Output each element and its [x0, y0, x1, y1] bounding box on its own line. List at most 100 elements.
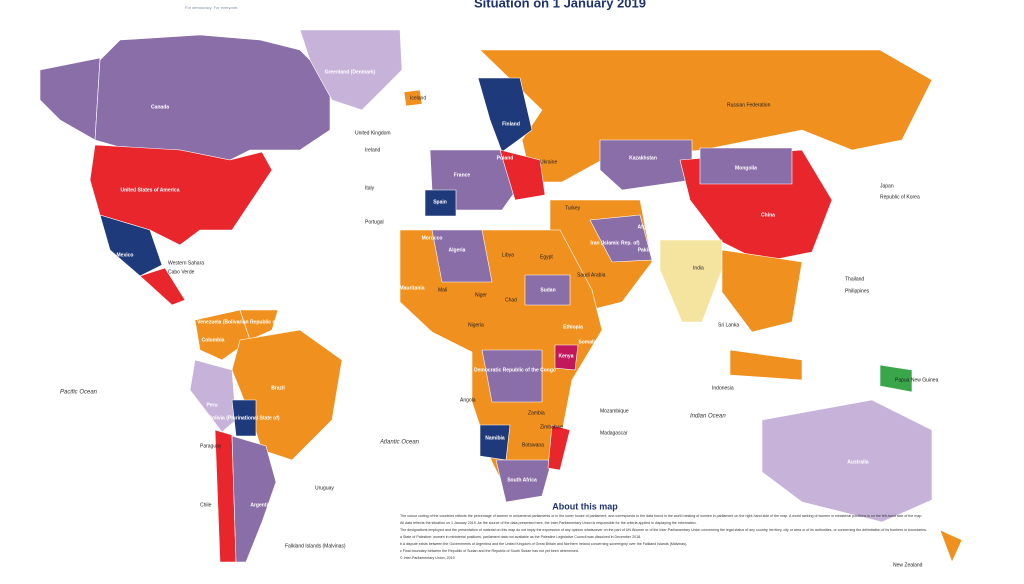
country-label: Nigeria [468, 322, 484, 328]
country-label: Mali [438, 287, 447, 293]
country-label: Algeria [449, 247, 466, 253]
country-label: Chad [505, 297, 517, 303]
about-title: About this map [552, 501, 618, 511]
territory [139, 267, 186, 306]
country-label: Philippines [845, 288, 870, 294]
country-label: Namibia [485, 435, 505, 441]
country-label: Western Sahara [168, 260, 204, 266]
territory [939, 529, 963, 563]
territory [547, 424, 571, 471]
country-label: Uruguay [315, 485, 334, 491]
ocean-label: Pacific Ocean [60, 390, 98, 396]
territory [589, 214, 653, 263]
about-paragraph: © Inter-Parliamentary Union, 2019 [400, 556, 455, 560]
country-label: Italy [365, 185, 375, 191]
country-label: Thailand [845, 276, 864, 282]
country-label: Libya [502, 252, 514, 258]
country-label: Ethiopia [563, 324, 583, 330]
ocean-label: Indian Ocean [690, 414, 726, 420]
about-paragraph: a State of Palestine: women in ministeri… [400, 535, 641, 539]
country-label: Ireland [365, 147, 381, 153]
country-label: Spain [433, 199, 447, 205]
territory [194, 309, 251, 361]
about-paragraph: The colour coding of the countries refle… [400, 514, 922, 518]
tagline: For democracy. For everyone. [185, 5, 238, 10]
territory [403, 89, 423, 107]
country-label: Saudi Arabia [577, 272, 606, 278]
territory [599, 139, 693, 191]
country-label: Sri Lanka [718, 322, 739, 328]
country-label: Cabo Verde [168, 269, 195, 275]
country-label: Angola [460, 397, 476, 403]
about-paragraph: The designations employed and the presen… [400, 528, 927, 532]
country-label: Egypt [540, 254, 553, 260]
territory [554, 344, 579, 371]
territory [879, 364, 913, 393]
country-label: Afghanistan [638, 224, 667, 230]
country-label: Botswana [522, 442, 544, 448]
country-label: United Kingdom [355, 130, 391, 136]
country-label: Kenya [558, 353, 573, 359]
country-label: Colombia [202, 337, 225, 343]
territory [721, 249, 803, 333]
country-label: Argentina [250, 502, 274, 508]
country-label: Iran (Islamic Rep. of) [590, 240, 640, 246]
territory [481, 349, 543, 403]
territory [239, 309, 279, 341]
country-label: Canada [151, 104, 169, 110]
country-label: Falkland Islands (Malvinas) [285, 543, 346, 549]
territory [479, 424, 511, 461]
territory [424, 189, 457, 217]
country-label: Ukraine [540, 159, 557, 165]
country-label: Zambia [528, 410, 545, 416]
territory [729, 349, 803, 381]
country-label: Chile [200, 502, 212, 508]
country-label: Peru [206, 402, 217, 408]
territory [99, 214, 163, 277]
country-label: Poland [497, 155, 514, 161]
territory [495, 459, 553, 503]
country-label: Venezuela (Bolivarian Republic of) [197, 319, 279, 325]
country-label: Sudan [540, 287, 555, 293]
country-label: Kazakhstan [629, 155, 657, 161]
territory [761, 399, 933, 523]
country-label: Paraguay [200, 443, 222, 449]
territory [477, 77, 533, 153]
country-label: Pakistan [638, 247, 659, 253]
country-label: Turkey [565, 205, 581, 211]
country-label: Zimbabwe [540, 424, 563, 430]
country-label: Australia [847, 459, 869, 465]
country-label: Republic of Korea [880, 194, 920, 200]
country-label: Greenland (Denmark) [325, 69, 376, 75]
country-label: Portugal [365, 219, 384, 225]
map-title: Situation on 1 January 2019 [474, 0, 646, 10]
country-label: Madagascar [600, 430, 628, 436]
country-label: Mauritania [399, 285, 424, 291]
territory [231, 329, 343, 461]
country-label: Japan [880, 183, 894, 189]
territory [189, 359, 237, 433]
country-label: Russian Federation [727, 102, 771, 108]
country-label: Mexico [117, 252, 134, 258]
country-label: India [693, 265, 704, 271]
country-label: Bolivia (Plurinational State of) [208, 415, 279, 421]
territory [524, 274, 571, 306]
territory [39, 57, 101, 141]
territory [699, 147, 793, 185]
country-label: Niger [475, 292, 487, 298]
ocean-label: Atlantic Ocean [379, 440, 420, 446]
country-label: Democratic Republic of the Congo [474, 367, 556, 373]
about-paragraph: c Final boundary between the Republic of… [400, 549, 579, 553]
country-label: France [454, 172, 471, 178]
country-label: Somalia [578, 339, 597, 345]
country-label: South Africa [507, 477, 537, 483]
about-paragraph: b A dispute exists between the Governmen… [400, 542, 687, 546]
territory [659, 239, 723, 323]
territory [431, 229, 493, 283]
country-label: New Zealand [893, 562, 923, 568]
country-label: Morocco [422, 235, 443, 241]
territory [299, 29, 403, 111]
country-label: United States of America [121, 187, 180, 193]
